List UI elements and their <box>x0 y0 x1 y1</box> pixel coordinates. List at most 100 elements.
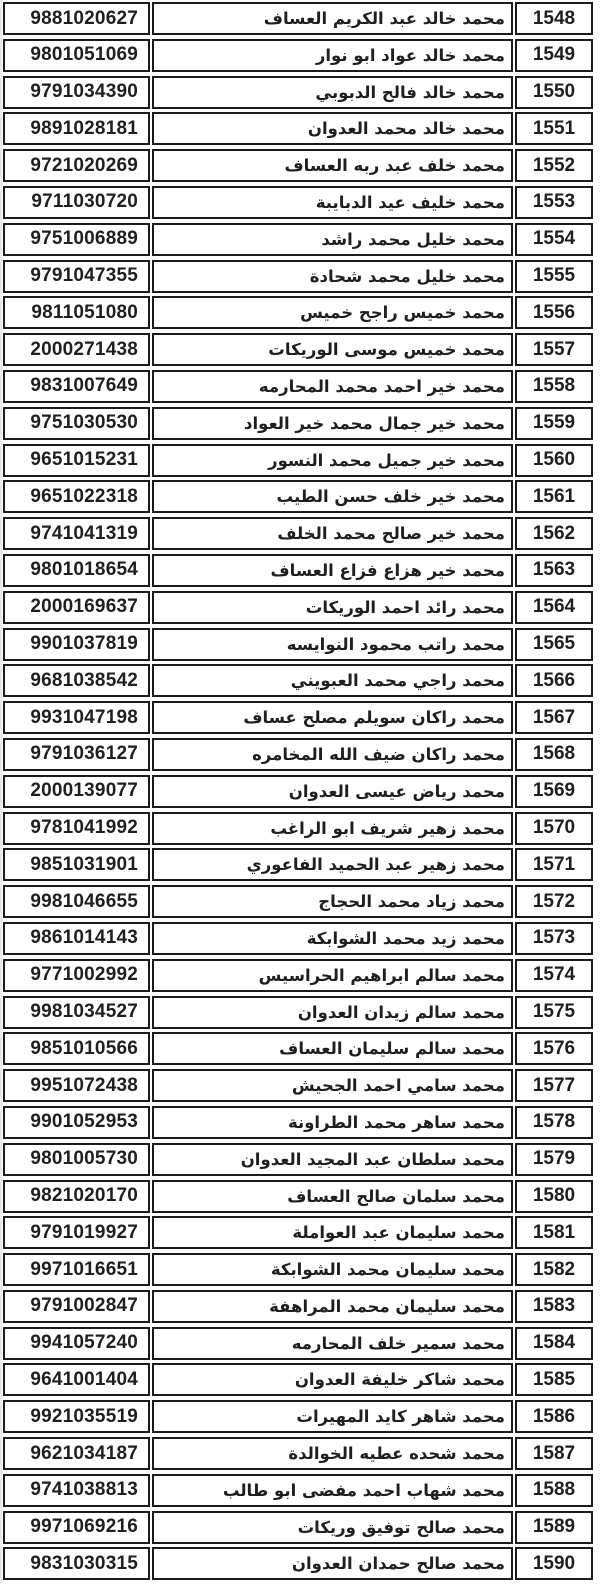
national-id-cell: 9891028181 <box>3 112 150 146</box>
table-row: 2000169637 محمد رائد احمد الوريكات 1564 <box>3 590 593 624</box>
serial-number-cell: 1580 <box>515 1179 593 1213</box>
serial-number-cell: 1570 <box>515 811 593 845</box>
national-id-cell: 9621034187 <box>3 1437 150 1471</box>
national-id-cell: 2000139077 <box>3 774 150 808</box>
serial-number-cell: 1572 <box>515 885 593 919</box>
table-row: 9651022318 محمد خير خلف حسن الطيب 1561 <box>3 480 593 514</box>
serial-number-cell: 1571 <box>515 848 593 882</box>
serial-number-cell: 1585 <box>515 1363 593 1397</box>
person-name-cell: محمد شحده عطيه الخوالدة <box>152 1437 513 1471</box>
table-row: 9781041992 محمد زهير شريف ابو الراغب 157… <box>3 811 593 845</box>
national-id-cell: 9981034527 <box>3 995 150 1029</box>
person-name-cell: محمد خير احمد محمد المحارمه <box>152 369 513 403</box>
national-id-cell: 9921035519 <box>3 1400 150 1434</box>
table-row: 9711030720 محمد خليف عيد الدبايبة 1553 <box>3 185 593 219</box>
national-id-cell: 9801005730 <box>3 1142 150 1176</box>
table-row: 9891028181 محمد خالد محمد العدوان 1551 <box>3 112 593 146</box>
serial-number-cell: 1584 <box>515 1326 593 1360</box>
national-id-cell: 9931047198 <box>3 701 150 735</box>
table-row: 9851010566 محمد سالم سليمان العساف 1576 <box>3 1032 593 1066</box>
national-id-cell: 9971069216 <box>3 1510 150 1544</box>
national-id-cell: 9641001404 <box>3 1363 150 1397</box>
national-id-cell: 9651015231 <box>3 443 150 477</box>
table-row: 9791019927 محمد سليمان عبد العواملة 1581 <box>3 1216 593 1250</box>
serial-number-cell: 1582 <box>515 1253 593 1287</box>
serial-number-cell: 1583 <box>515 1289 593 1323</box>
table-row: 9741041319 محمد خير صالح محمد الخلف 1562 <box>3 517 593 551</box>
serial-number-cell: 1557 <box>515 333 593 367</box>
table-row: 9831030315 محمد صالح حمدان العدوان 1590 <box>3 1547 593 1581</box>
person-name-cell: محمد سليمان محمد الشوابكة <box>152 1253 513 1287</box>
person-name-cell: محمد زهير عبد الحميد الفاعوري <box>152 848 513 882</box>
serial-number-cell: 1573 <box>515 921 593 955</box>
person-name-cell: محمد خير جمال محمد خير العواد <box>152 406 513 440</box>
serial-number-cell: 1548 <box>515 2 593 35</box>
person-name-cell: محمد خالد عواد ابو نوار <box>152 38 513 72</box>
national-id-cell: 9821020170 <box>3 1179 150 1213</box>
person-name-cell: محمد خليل محمد راشد <box>152 222 513 256</box>
person-name-cell: محمد خليف عيد الدبايبة <box>152 185 513 219</box>
national-id-cell: 9751006889 <box>3 222 150 256</box>
table-row: 9971069216 محمد صالح توفيق وريكات 1589 <box>3 1510 593 1544</box>
table-row: 9751006889 محمد خليل محمد راشد 1554 <box>3 222 593 256</box>
table-row: 9851031901 محمد زهير عبد الحميد الفاعوري… <box>3 848 593 882</box>
person-name-cell: محمد رائد احمد الوريكات <box>152 590 513 624</box>
serial-number-cell: 1587 <box>515 1437 593 1471</box>
national-id-cell: 9741038813 <box>3 1473 150 1507</box>
table-row: 9791034390 محمد خالد فالح الدبوبي 1550 <box>3 75 593 109</box>
table-row: 9791002847 محمد سليمان محمد المراهفة 158… <box>3 1289 593 1323</box>
table-row: 9801051069 محمد خالد عواد ابو نوار 1549 <box>3 38 593 72</box>
national-id-cell: 2000271438 <box>3 333 150 367</box>
person-name-cell: محمد راتب محمود النوايسه <box>152 627 513 661</box>
table-row: 9861014143 محمد زيد محمد الشوابكة 1573 <box>3 921 593 955</box>
national-id-cell: 9791047355 <box>3 259 150 293</box>
person-name-cell: محمد خالد عبد الكريم العساف <box>152 2 513 35</box>
serial-number-cell: 1549 <box>515 38 593 72</box>
person-name-cell: محمد خالد محمد العدوان <box>152 112 513 146</box>
table-row: 9881020627 محمد خالد عبد الكريم العساف 1… <box>3 2 593 35</box>
person-name-cell: محمد شاكر خليفة العدوان <box>152 1363 513 1397</box>
national-id-cell: 9951072438 <box>3 1069 150 1103</box>
table-row: 9771002992 محمد سالم ابراهيم الحراسيس 15… <box>3 958 593 992</box>
table-row: 2000139077 محمد رياض عيسى العدوان 1569 <box>3 774 593 808</box>
person-name-cell: محمد خميس موسى الوريكات <box>152 333 513 367</box>
person-name-cell: محمد سمير خلف المحارمه <box>152 1326 513 1360</box>
serial-number-cell: 1590 <box>515 1547 593 1581</box>
table-row: 9741038813 محمد شهاب احمد مفضى ابو طالب … <box>3 1473 593 1507</box>
table-row: 9941057240 محمد سمير خلف المحارمه 1584 <box>3 1326 593 1360</box>
person-name-cell: محمد سالم سليمان العساف <box>152 1032 513 1066</box>
table-row: 9981046655 محمد زياد محمد الحجاج 1572 <box>3 885 593 919</box>
person-name-cell: محمد زيد محمد الشوابكة <box>152 921 513 955</box>
person-name-cell: محمد راكان ضيف الله المخامره <box>152 737 513 771</box>
table-row: 9831007649 محمد خير احمد محمد المحارمه 1… <box>3 369 593 403</box>
serial-number-cell: 1589 <box>515 1510 593 1544</box>
table-row: 9811051080 محمد خميس راجح خميس 1556 <box>3 296 593 330</box>
national-id-cell: 9651022318 <box>3 480 150 514</box>
national-id-cell: 9861014143 <box>3 921 150 955</box>
table-row: 9901037819 محمد راتب محمود النوايسه 1565 <box>3 627 593 661</box>
serial-number-cell: 1559 <box>515 406 593 440</box>
serial-number-cell: 1552 <box>515 149 593 183</box>
person-name-cell: محمد راجي محمد العبويني <box>152 664 513 698</box>
table-row: 9981034527 محمد سالم زيدان العدوان 1575 <box>3 995 593 1029</box>
person-name-cell: محمد خلف عبد ربه العساف <box>152 149 513 183</box>
person-name-cell: محمد سلطان عبد المجيد العدوان <box>152 1142 513 1176</box>
serial-number-cell: 1586 <box>515 1400 593 1434</box>
national-id-cell: 9851031901 <box>3 848 150 882</box>
serial-number-cell: 1555 <box>515 259 593 293</box>
person-name-cell: محمد صالح توفيق وريكات <box>152 1510 513 1544</box>
serial-number-cell: 1579 <box>515 1142 593 1176</box>
national-id-cell: 9881020627 <box>3 2 150 35</box>
serial-number-cell: 1564 <box>515 590 593 624</box>
person-name-cell: محمد سليمان محمد المراهفة <box>152 1289 513 1323</box>
table-row: 9791047355 محمد خليل محمد شحادة 1555 <box>3 259 593 293</box>
serial-number-cell: 1556 <box>515 296 593 330</box>
person-name-cell: محمد زهير شريف ابو الراغب <box>152 811 513 845</box>
national-id-cell: 9941057240 <box>3 1326 150 1360</box>
national-id-cell: 9791036127 <box>3 737 150 771</box>
table-row: 2000271438 محمد خميس موسى الوريكات 1557 <box>3 333 593 367</box>
table-row: 9971016651 محمد سليمان محمد الشوابكة 158… <box>3 1253 593 1287</box>
person-name-cell: محمد رياض عيسى العدوان <box>152 774 513 808</box>
national-id-cell: 9681038542 <box>3 664 150 698</box>
table-row: 9801018654 محمد خير هزاع فزاع العساف 156… <box>3 553 593 587</box>
